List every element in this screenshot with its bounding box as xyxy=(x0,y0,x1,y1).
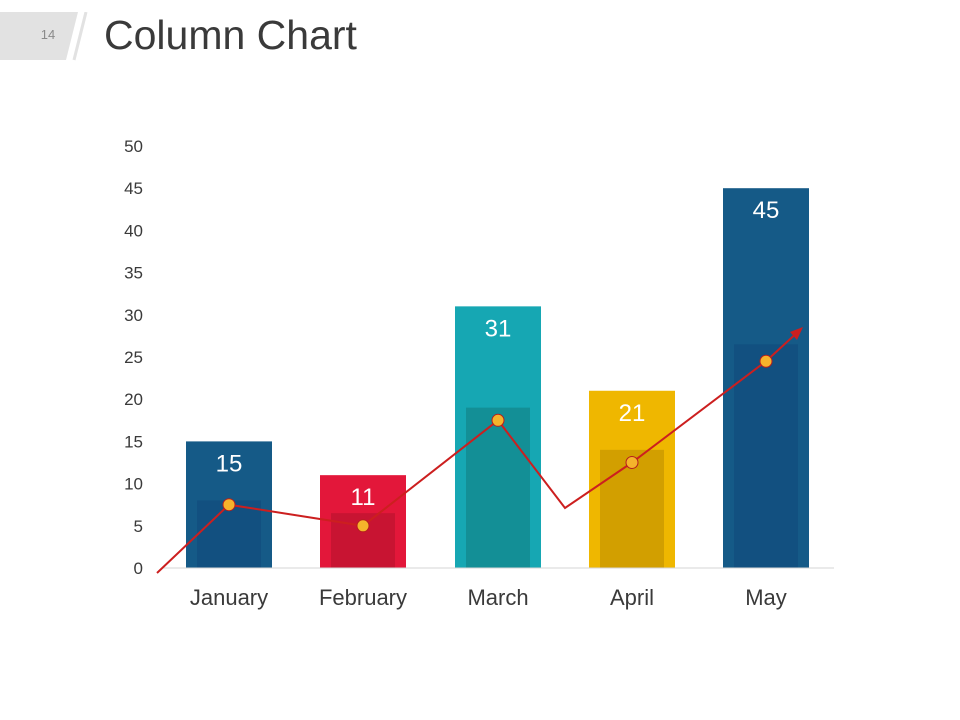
y-tick-label-8: 40 xyxy=(124,221,143,240)
y-tick-label-4: 20 xyxy=(124,390,143,409)
x-axis-ticks: January February March April May xyxy=(190,585,787,610)
data-labels: 15 11 31 21 45 xyxy=(216,197,780,511)
bar-inner-may xyxy=(734,344,798,568)
data-label-february: 11 xyxy=(351,484,376,511)
y-tick-label-0: 0 xyxy=(134,559,143,578)
data-label-april: 21 xyxy=(619,400,646,427)
page-title: Column Chart xyxy=(104,12,357,58)
y-tick-label-5: 25 xyxy=(124,348,143,367)
trend-line-group xyxy=(156,327,803,574)
trend-marker-april xyxy=(625,456,639,469)
y-tick-label-6: 30 xyxy=(124,306,143,325)
x-tick-label-january: January xyxy=(190,585,268,610)
trend-arrowhead xyxy=(790,327,803,340)
trend-marker-february xyxy=(356,519,370,533)
y-tick-label-7: 35 xyxy=(124,264,143,283)
x-tick-label-april: April xyxy=(610,585,654,610)
page-tab-shape xyxy=(0,12,88,61)
y-axis-ticks: 0 5 10 15 20 25 30 35 40 45 50 xyxy=(124,137,143,578)
page-number: 14 xyxy=(40,27,56,42)
y-tick-label-10: 50 xyxy=(124,137,143,156)
x-tick-label-may: May xyxy=(745,585,787,610)
bars-inner xyxy=(197,344,798,568)
y-tick-label-1: 5 xyxy=(134,517,143,536)
trend-marker-may xyxy=(759,354,773,368)
bar-inner-march xyxy=(466,407,530,568)
bar-inner-january xyxy=(197,500,261,568)
data-label-march: 31 xyxy=(485,315,512,342)
trend-marker-march xyxy=(491,413,505,427)
y-tick-label-2: 10 xyxy=(124,475,143,494)
y-tick-label-3: 15 xyxy=(124,432,143,451)
data-label-january: 15 xyxy=(216,450,243,477)
trend-marker-january xyxy=(222,498,236,512)
x-tick-label-february: February xyxy=(319,585,407,610)
x-tick-label-march: March xyxy=(467,585,528,610)
data-label-may: 45 xyxy=(753,197,780,224)
y-tick-label-9: 45 xyxy=(124,179,143,198)
trend-line xyxy=(156,329,801,574)
page-number-tab: 14 xyxy=(0,12,88,62)
bar-inner-april xyxy=(600,449,664,568)
